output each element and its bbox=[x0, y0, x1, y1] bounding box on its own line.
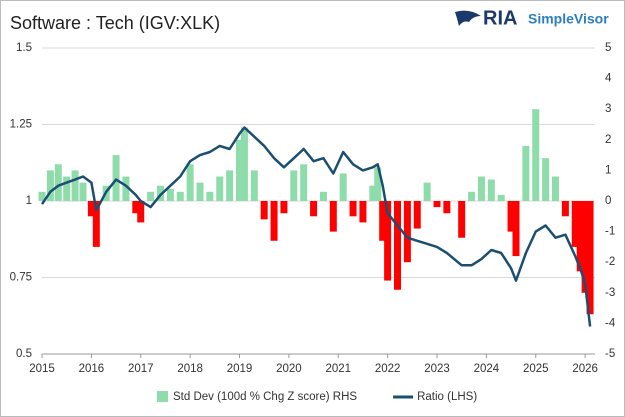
y2-tick-label: -2 bbox=[605, 256, 615, 268]
x-tick-label: 2018 bbox=[177, 363, 203, 375]
y2-tick-label: -3 bbox=[605, 287, 615, 299]
std-bar bbox=[359, 201, 367, 223]
ratio-line bbox=[40, 126, 592, 327]
legend: Std Dev (100d % Chg Z score) RHS Ratio (L… bbox=[157, 391, 477, 403]
std-bar bbox=[54, 164, 62, 201]
std-bar bbox=[206, 191, 214, 201]
x-tick-label: 2025 bbox=[523, 363, 549, 375]
std-bar bbox=[71, 170, 79, 201]
std-bar bbox=[196, 182, 204, 201]
std-bar bbox=[166, 188, 174, 201]
std-bar bbox=[394, 201, 401, 290]
std-bar bbox=[270, 201, 278, 241]
std-bar bbox=[186, 164, 194, 201]
y2-tick-label: -4 bbox=[605, 317, 616, 329]
legend-label: Ratio (LHS) bbox=[417, 391, 477, 403]
std-bar bbox=[280, 201, 288, 214]
y2-tick-label: 2 bbox=[605, 134, 611, 146]
std-bar bbox=[571, 201, 579, 247]
std-bar bbox=[552, 176, 559, 201]
x-tick-label: 2022 bbox=[375, 363, 401, 375]
x-tick-label: 2016 bbox=[79, 363, 105, 375]
std-bar bbox=[87, 201, 95, 217]
std-bar bbox=[576, 201, 584, 272]
std-bar bbox=[468, 191, 476, 201]
x-tick-label: 2017 bbox=[128, 363, 154, 375]
y2-tick-label: 3 bbox=[605, 103, 611, 115]
std-bar bbox=[226, 170, 234, 201]
chart-title: Software : Tech (IGV:XLK) bbox=[10, 13, 220, 33]
y2-tick-label: -5 bbox=[605, 348, 615, 360]
y2-tick-label: 1 bbox=[605, 164, 611, 176]
std-bar bbox=[137, 201, 145, 223]
std-bar bbox=[122, 176, 130, 201]
y-tick-label: 0.5 bbox=[16, 348, 32, 360]
x-tick-label: 2024 bbox=[474, 363, 500, 375]
y2-tick-label: 0 bbox=[605, 195, 611, 207]
std-bar bbox=[112, 155, 120, 201]
std-bar bbox=[290, 170, 298, 201]
std-bar bbox=[339, 173, 347, 201]
std-bar bbox=[132, 201, 140, 214]
std-bar bbox=[433, 201, 441, 208]
std-bar bbox=[92, 201, 100, 247]
std-bar bbox=[581, 201, 589, 293]
std-bar bbox=[216, 176, 224, 201]
std-bar bbox=[413, 201, 421, 229]
std-bar bbox=[542, 158, 550, 201]
std-bar bbox=[240, 127, 248, 201]
x-tick-label: 2023 bbox=[424, 363, 450, 375]
y-tick-label: 1 bbox=[26, 195, 32, 207]
std-bar bbox=[63, 176, 71, 201]
legend-swatch bbox=[157, 391, 168, 402]
std-bar bbox=[507, 201, 515, 232]
logo-product: SimpleVisor bbox=[528, 11, 609, 27]
x-tick-label: 2019 bbox=[227, 363, 253, 375]
std-bar bbox=[512, 201, 520, 257]
legend-label: Std Dev (100d % Chg Z score) RHS bbox=[173, 391, 357, 403]
y-tick-label: 1.25 bbox=[10, 119, 32, 131]
y2-tick-label: 4 bbox=[605, 73, 612, 85]
std-bar bbox=[79, 182, 87, 201]
std-bar bbox=[423, 182, 431, 201]
std-bar bbox=[384, 201, 392, 281]
x-tick-label: 2021 bbox=[325, 363, 351, 375]
logo-brand: RIA bbox=[483, 7, 517, 29]
x-tick-label: 2026 bbox=[572, 363, 598, 375]
std-bar bbox=[369, 185, 377, 201]
std-bar bbox=[458, 201, 466, 238]
std-bar bbox=[374, 167, 382, 201]
std-bar bbox=[260, 201, 268, 220]
std-bar bbox=[176, 191, 184, 201]
std-bar bbox=[561, 201, 569, 217]
std-bar bbox=[349, 201, 357, 217]
std-bar bbox=[300, 164, 308, 201]
std-bar bbox=[38, 191, 46, 201]
std-bar bbox=[477, 176, 485, 201]
x-tick-label: 2015 bbox=[29, 363, 55, 375]
std-bar bbox=[403, 201, 411, 263]
std-bar bbox=[310, 201, 318, 217]
std-bar bbox=[250, 170, 258, 201]
logo-icon bbox=[455, 10, 481, 26]
std-bar bbox=[147, 191, 155, 201]
y2-tick-label: -1 bbox=[605, 226, 615, 238]
std-bar bbox=[497, 194, 505, 201]
std-bar bbox=[379, 201, 387, 241]
std-bar bbox=[487, 179, 495, 201]
std-bar bbox=[443, 201, 451, 214]
x-tick-label: 2020 bbox=[276, 363, 302, 375]
y2-tick-label: 5 bbox=[605, 42, 611, 54]
std-bar bbox=[532, 109, 540, 201]
y-tick-label: 1.5 bbox=[16, 42, 32, 54]
std-bar bbox=[46, 170, 54, 201]
std-bar bbox=[329, 201, 337, 232]
logo: RIA SimpleVisor bbox=[455, 7, 609, 29]
std-bar bbox=[586, 201, 594, 315]
std-bar bbox=[522, 145, 530, 201]
std-bar bbox=[319, 191, 327, 201]
std-bar bbox=[236, 139, 243, 201]
y-tick-label: 0.75 bbox=[10, 272, 32, 284]
